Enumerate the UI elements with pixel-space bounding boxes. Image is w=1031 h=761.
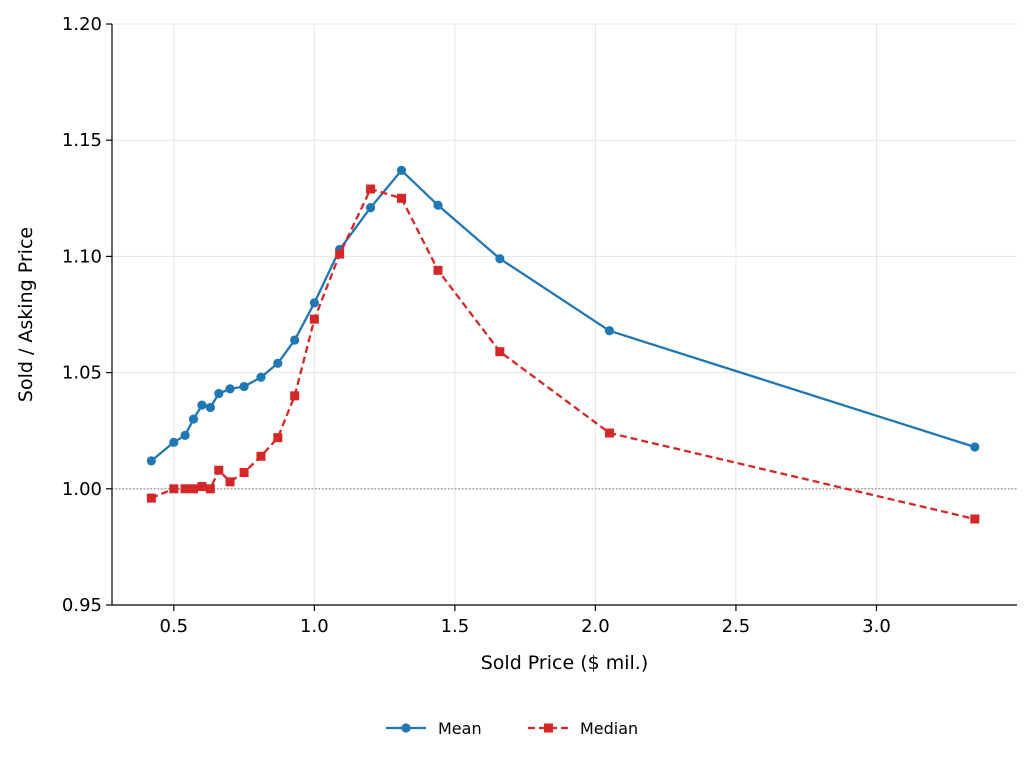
x-tick-label-3: 2.0 <box>581 616 610 637</box>
point-median-10 <box>273 433 283 443</box>
point-mean-6 <box>214 388 224 399</box>
y-tick-label-0: 0.95 <box>62 595 102 616</box>
y-tick-label-1: 1.00 <box>62 479 102 500</box>
axes <box>111 24 1017 606</box>
y-tick-label-5: 1.20 <box>62 14 102 35</box>
x-ticks: 0.5 1.0 1.5 2.0 2.5 3.0 <box>160 605 891 637</box>
x-tick-label-2: 1.5 <box>441 616 470 637</box>
point-median-19 <box>970 514 980 524</box>
series-line-median <box>150 187 976 521</box>
series-mean <box>146 165 980 466</box>
legend-label-median: Median <box>580 719 638 738</box>
point-median-11 <box>290 391 300 401</box>
point-mean-11 <box>290 335 300 345</box>
point-median-14 <box>366 184 376 194</box>
point-median-16 <box>433 265 443 275</box>
x-tick-label-1: 1.0 <box>300 616 329 637</box>
series-line-mean <box>150 169 976 462</box>
point-mean-8 <box>239 381 249 392</box>
point-median-2 <box>180 484 190 494</box>
point-median-5 <box>205 484 215 494</box>
point-median-6 <box>214 465 224 475</box>
point-mean-18 <box>604 326 615 336</box>
legend-marker-mean <box>401 723 411 733</box>
point-mean-19 <box>970 442 980 452</box>
point-mean-4 <box>197 400 207 410</box>
y-tick-label-2: 1.05 <box>62 363 102 384</box>
legend-marker-median <box>544 723 553 733</box>
point-median-9 <box>256 451 266 461</box>
point-mean-9 <box>256 372 266 382</box>
point-median-17 <box>495 347 505 357</box>
point-median-3 <box>189 484 199 494</box>
point-mean-7 <box>225 384 235 394</box>
point-mean-15 <box>396 165 407 176</box>
x-tick-label-4: 2.5 <box>722 616 751 637</box>
series-median <box>146 184 980 524</box>
point-median-0 <box>146 493 156 503</box>
point-median-12 <box>309 314 319 324</box>
point-median-4 <box>197 481 207 491</box>
point-median-7 <box>225 477 235 487</box>
point-mean-14 <box>365 202 376 213</box>
x-tick-label-0: 0.5 <box>160 616 189 637</box>
point-mean-1 <box>169 437 179 447</box>
x-axis-label: Sold Price ($ mil.) <box>481 652 649 674</box>
point-median-1 <box>169 484 179 494</box>
x-tick-label-5: 3.0 <box>862 616 891 637</box>
point-mean-10 <box>273 358 283 368</box>
point-mean-16 <box>433 200 443 210</box>
y-tick-label-3: 1.10 <box>62 246 102 267</box>
grid <box>112 23 1017 606</box>
point-mean-0 <box>146 456 156 466</box>
legend: Mean Median <box>386 719 638 738</box>
point-median-18 <box>604 428 614 438</box>
point-mean-17 <box>495 254 505 264</box>
point-median-13 <box>335 249 345 259</box>
legend-label-mean: Mean <box>438 719 482 738</box>
y-tick-label-4: 1.15 <box>62 130 102 151</box>
y-axis-label: Sold / Asking Price <box>15 227 37 402</box>
series-layer <box>146 165 980 524</box>
point-mean-12 <box>309 298 319 308</box>
point-mean-2 <box>180 430 190 440</box>
legend-item-mean: Mean <box>386 719 482 738</box>
legend-item-median: Median <box>528 719 638 738</box>
y-ticks: 0.95 1.00 1.05 1.10 1.15 1.20 <box>62 14 112 616</box>
point-median-15 <box>396 193 406 203</box>
point-mean-5 <box>205 402 215 413</box>
point-median-8 <box>239 468 249 478</box>
point-mean-3 <box>188 414 199 424</box>
